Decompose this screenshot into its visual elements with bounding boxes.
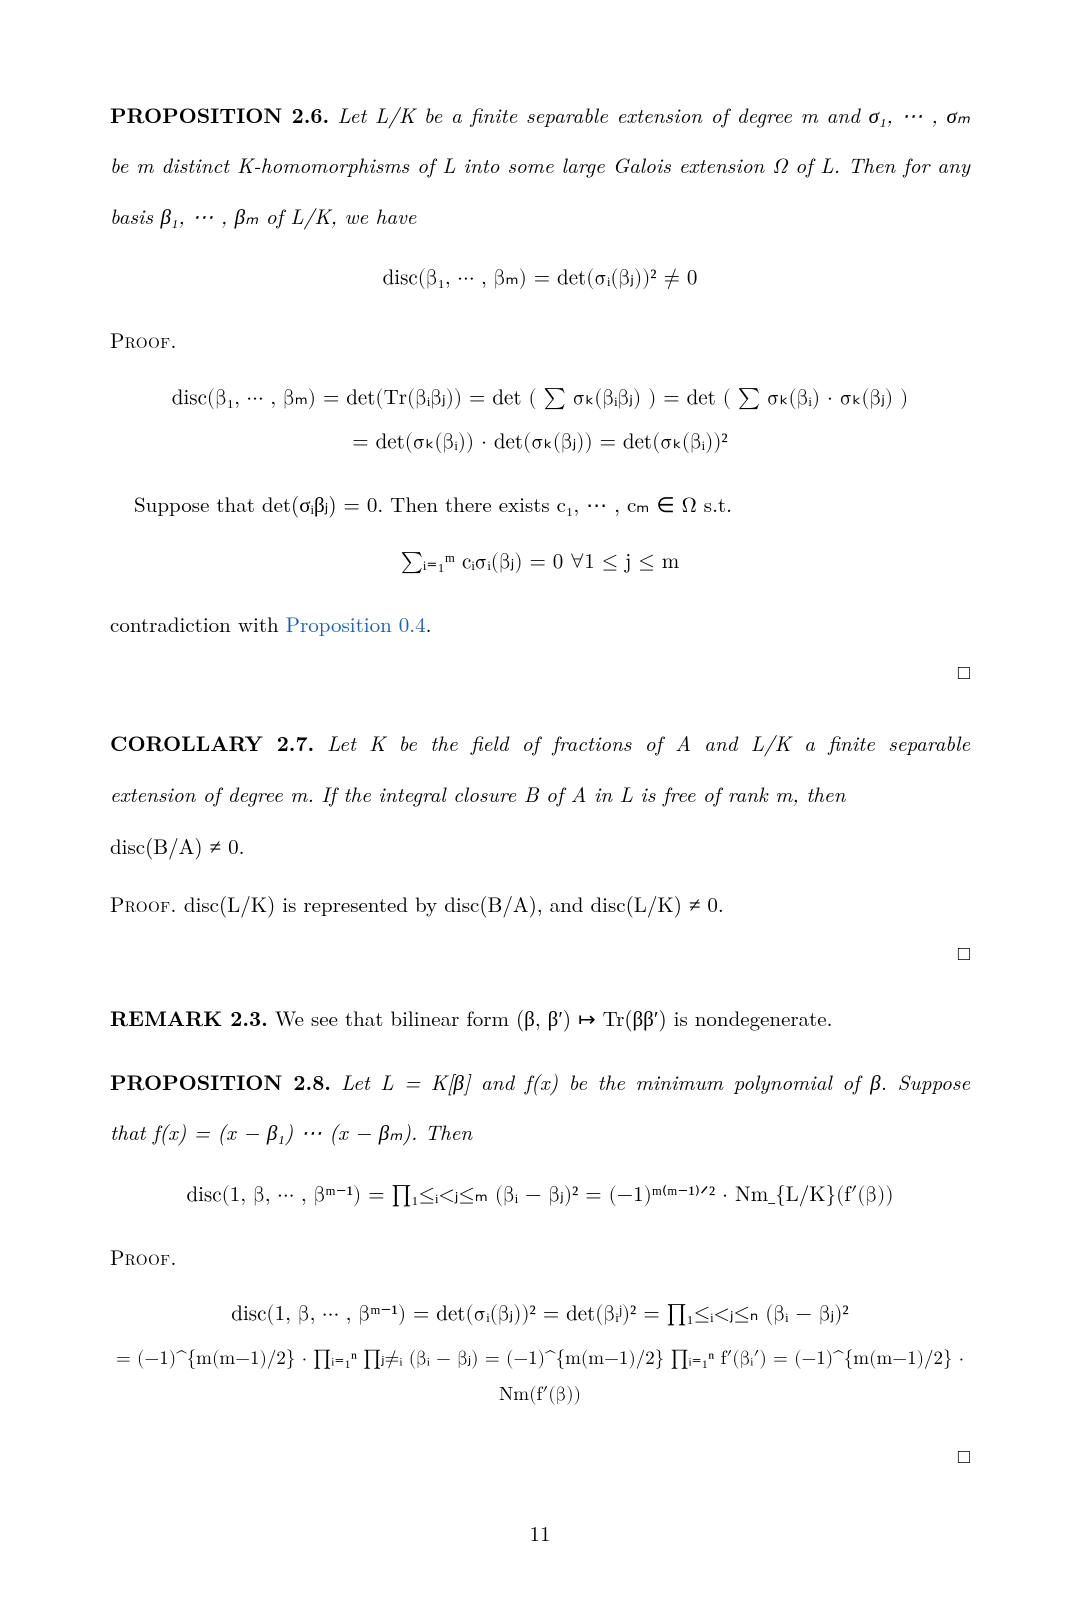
- proof-3-head: Proof.: [110, 1242, 177, 1272]
- proof-1-contradiction: contradiction with Proposition 0.4.: [110, 605, 970, 645]
- proof-3-eq-line2: = (−1)^{m(m−1)/2} · ∏ᵢ₌₁ⁿ ∏ⱼ≠ᵢ (βᵢ − βⱼ)…: [110, 1341, 970, 1413]
- prop-2-8-head: PROPOSITION 2.8.: [110, 1067, 331, 1097]
- proof-1-head-row: Proof.: [110, 321, 970, 361]
- cor-2-7-head: COROLLARY 2.7.: [110, 728, 314, 758]
- proof-1-suppose: Suppose that det(σᵢβⱼ) = 0. Then there e…: [110, 485, 970, 525]
- qed-2: □: [110, 933, 970, 971]
- proof-2-text: disc(L/K) is represented by disc(B/A), a…: [177, 889, 724, 919]
- proof-2: Proof. disc(L/K) is represented by disc(…: [110, 885, 970, 925]
- qed-1: □: [110, 652, 970, 690]
- remark-2-3-text: We see that bilinear form (β, β′) ↦ Tr(β…: [268, 1003, 833, 1033]
- prop-2-8-display: disc(1, β, ⋯ , βᵐ⁻¹) = ∏₁≤ᵢ<ⱼ≤ₘ (βᵢ − βⱼ…: [110, 1176, 970, 1216]
- proof-1-eq-line1: disc(β₁, ⋯ , βₘ) = det(Tr(βᵢβⱼ)) = det (…: [110, 379, 970, 419]
- prop-2-6-display: disc(β₁, ⋯ , βₘ) = det(σᵢ(βⱼ))² ≠ 0: [110, 259, 970, 299]
- proof-2-head: Proof.: [110, 889, 177, 919]
- proof-1-head: Proof.: [110, 325, 177, 355]
- proof-1-eq-line2: = det(σₖ(βᵢ)) · det(σₖ(βⱼ)) = det(σₖ(βᵢ)…: [110, 423, 970, 463]
- page-number: 11: [110, 1514, 970, 1554]
- proposition-2-8: PROPOSITION 2.8. Let L = K[β] and f(x) b…: [110, 1057, 970, 1158]
- proposition-0-4-link[interactable]: Proposition 0.4: [286, 609, 426, 639]
- qed-3: □: [110, 1436, 970, 1474]
- proposition-2-6: PROPOSITION 2.6. Let L/K be a finite sep…: [110, 90, 970, 241]
- proof-1-sum: ∑ᵢ₌₁ᵐ cᵢσᵢ(βⱼ) = 0 ∀1 ≤ j ≤ m: [110, 543, 970, 583]
- cor-2-7-tail: disc(B/A) ≠ 0.: [110, 827, 970, 867]
- proof-3-eq-line1: disc(1, β, ⋯ , βᵐ⁻¹) = det(σᵢ(βⱼ))² = de…: [110, 1295, 970, 1335]
- remark-2-3: REMARK 2.3. We see that bilinear form (β…: [110, 999, 970, 1039]
- proof-3-head-row: Proof.: [110, 1238, 970, 1278]
- remark-2-3-head: REMARK 2.3.: [110, 1003, 268, 1033]
- page-content: PROPOSITION 2.6. Let L/K be a finite sep…: [0, 0, 1080, 1613]
- prop-2-6-head: PROPOSITION 2.6.: [110, 100, 329, 130]
- corollary-2-7: COROLLARY 2.7. Let K be the field of fra…: [110, 718, 970, 819]
